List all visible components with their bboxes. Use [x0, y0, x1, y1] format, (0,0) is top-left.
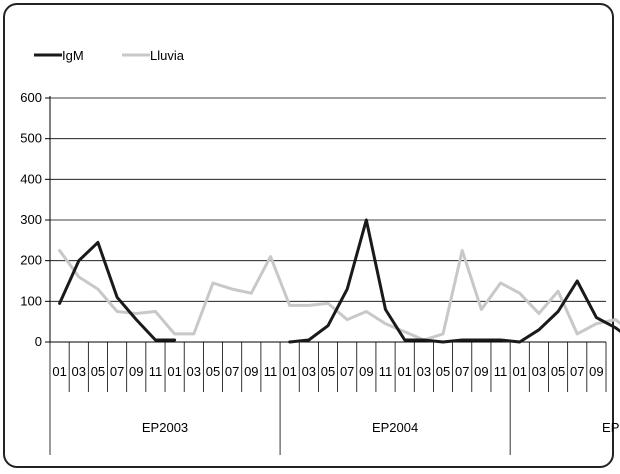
x-tick-label: 05 — [91, 364, 105, 379]
x-tick-label: 09 — [359, 364, 373, 379]
y-tick-label: 300 — [20, 212, 42, 227]
x-tick-label: 07 — [225, 364, 239, 379]
x-tick-label: 09 — [474, 364, 488, 379]
x-tick-label: 01 — [282, 364, 296, 379]
legend: IgM Lluvia — [34, 48, 185, 63]
y-tick-label: 200 — [20, 253, 42, 268]
x-tick-label: 11 — [379, 364, 393, 379]
grid — [50, 97, 606, 302]
y-tick-label: 500 — [20, 131, 42, 146]
x-tick-label: 03 — [532, 364, 546, 379]
x-tick-label: 05 — [551, 364, 565, 379]
x-tick-label: 01 — [167, 364, 181, 379]
x-tick-label: 09 — [244, 364, 258, 379]
series-line-lluvia — [58, 249, 620, 342]
x-tick-label: 09 — [129, 364, 143, 379]
x-tick-label: 07 — [455, 364, 469, 379]
series-line-igm — [58, 240, 177, 342]
x-tick-label: 03 — [72, 364, 86, 379]
x-tick-label: 03 — [187, 364, 201, 379]
x-tick-label: 05 — [206, 364, 220, 379]
x-tick-label: 01 — [397, 364, 411, 379]
legend-label-lluvia: Lluvia — [150, 48, 185, 63]
x-tick-label: 05 — [436, 364, 450, 379]
y-axis: 0 100 200 300 400 500 600 — [20, 90, 51, 349]
x-tick-label: 01 — [512, 364, 526, 379]
y-tick-label: 600 — [20, 90, 42, 105]
x-tick-label: 05 — [321, 364, 335, 379]
x-tick-label: 09 — [589, 364, 603, 379]
y-tick-label: 400 — [20, 171, 42, 186]
group-label: EP2004 — [372, 420, 418, 435]
x-tick-label: 11 — [149, 364, 163, 379]
chart-frame — [3, 3, 614, 468]
group-label: EP2003 — [142, 420, 188, 435]
x-tick-label: 07 — [570, 364, 584, 379]
x-tick-label: 11 — [264, 364, 278, 379]
x-tick-label: 01 — [52, 364, 66, 379]
x-tick-label: 03 — [417, 364, 431, 379]
y-tick-label: 0 — [35, 334, 42, 349]
x-tick-label: 11 — [494, 364, 508, 379]
x-tick-label: 07 — [340, 364, 354, 379]
x-tick-label: 07 — [110, 364, 124, 379]
y-tick-label: 100 — [20, 293, 42, 308]
x-axis: 01 03 05 07 09 11 01 03 05 07 09 11 01 03 05 07 09 11 01 03… — [49, 341, 620, 455]
x-tick-label: 03 — [302, 364, 316, 379]
group-label: EP2005 — [602, 420, 620, 435]
series-line-igm — [288, 218, 620, 344]
series-group — [58, 218, 620, 344]
legend-label-igm: IgM — [62, 48, 84, 63]
